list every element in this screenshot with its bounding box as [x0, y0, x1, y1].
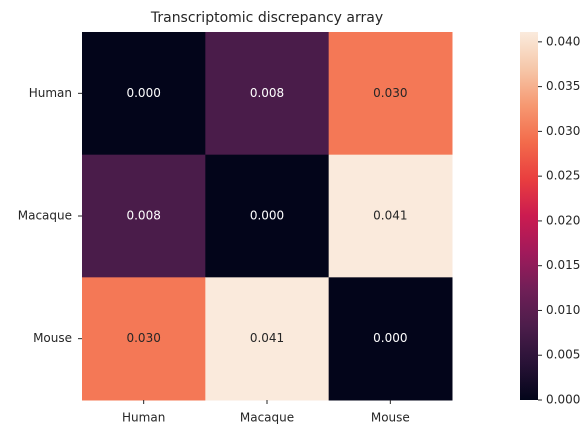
heatmap-cell [205, 154, 330, 278]
y-tick-label: Mouse [33, 331, 72, 345]
colorbar-tick-label: 0.000 [546, 393, 580, 407]
cell-label: 0.000 [126, 86, 160, 100]
colorbar-tick-label: 0.015 [546, 258, 580, 272]
heatmap-cell [82, 277, 206, 401]
heatmap-cell [205, 277, 330, 401]
heatmap-cell [82, 32, 206, 156]
cell-label: 0.000 [250, 209, 284, 223]
heatmap-cell [328, 154, 453, 278]
colorbar-tick-label: 0.040 [546, 34, 580, 48]
chart-title: Transcriptomic discrepancy array [150, 10, 383, 26]
colorbar-tick-label: 0.020 [546, 213, 580, 227]
cell-label: 0.000 [373, 331, 407, 345]
colorbar-tick-label: 0.035 [546, 79, 580, 93]
heatmap-cell [328, 32, 453, 156]
cell-label: 0.008 [126, 209, 160, 223]
colorbar-tick-label: 0.025 [546, 169, 580, 183]
y-tick-label: Macaque [18, 209, 72, 223]
colorbar-tick-label: 0.010 [546, 303, 580, 317]
cell-label: 0.041 [373, 209, 407, 223]
x-tick-label: Human [122, 411, 165, 425]
heatmap-cell [82, 154, 206, 278]
heatmap-cell [205, 32, 330, 156]
cell-label: 0.041 [250, 331, 284, 345]
cell-label: 0.030 [373, 86, 407, 100]
y-tick-label: Human [29, 86, 72, 100]
cell-label: 0.030 [126, 331, 160, 345]
colorbar [520, 32, 538, 400]
x-tick-label: Macaque [240, 411, 294, 425]
colorbar-tick-label: 0.030 [546, 124, 580, 138]
cell-label: 0.008 [250, 86, 284, 100]
colorbar-tick-label: 0.005 [546, 348, 580, 362]
x-tick-label: Mouse [371, 411, 410, 425]
heatmap-cell [328, 277, 453, 401]
